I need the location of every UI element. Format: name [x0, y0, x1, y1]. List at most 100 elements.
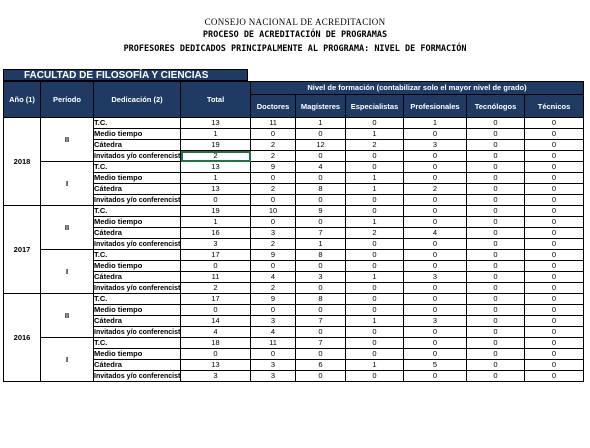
level-count-cell[interactable]: 0 — [295, 194, 346, 206]
total-cell[interactable]: 0 — [180, 348, 251, 360]
year-cell[interactable]: 2017 — [3, 205, 41, 294]
level-count-cell[interactable]: 10 — [250, 205, 296, 217]
level-count-cell[interactable]: 1 — [345, 271, 404, 283]
period-cell[interactable]: I — [40, 337, 94, 382]
level-count-cell[interactable]: 7 — [295, 315, 346, 327]
level-count-cell[interactable]: 0 — [403, 216, 467, 228]
level-count-cell[interactable]: 8 — [295, 249, 346, 261]
level-count-cell[interactable]: 0 — [524, 238, 584, 250]
col-period-header[interactable]: Período — [40, 81, 94, 118]
year-cell[interactable]: 2018 — [3, 117, 41, 206]
level-count-cell[interactable]: 0 — [524, 216, 584, 228]
level-count-cell[interactable]: 0 — [524, 293, 584, 305]
dedication-cell[interactable]: T.C. — [93, 249, 181, 261]
period-cell[interactable]: II — [40, 293, 94, 338]
level-count-cell[interactable]: 11 — [250, 337, 296, 349]
level-count-cell[interactable]: 3 — [250, 359, 296, 371]
level-count-cell[interactable]: 1 — [295, 117, 346, 129]
period-cell[interactable]: I — [40, 161, 94, 206]
level-count-cell[interactable]: 0 — [466, 293, 525, 305]
level-count-cell[interactable]: 0 — [524, 161, 584, 173]
level-count-cell[interactable]: 11 — [250, 117, 296, 129]
dedication-cell[interactable]: Medio tiempo — [93, 216, 181, 228]
period-cell[interactable]: II — [40, 117, 94, 162]
level-count-cell[interactable]: 0 — [403, 337, 467, 349]
level-count-cell[interactable]: 0 — [466, 216, 525, 228]
level-count-cell[interactable]: 0 — [345, 293, 404, 305]
dedication-cell[interactable]: Cátedra — [93, 139, 181, 151]
level-count-cell[interactable]: 3 — [250, 315, 296, 327]
level-count-cell[interactable]: 3 — [295, 271, 346, 283]
level-count-cell[interactable]: 2 — [250, 282, 296, 294]
dedication-cell[interactable]: Cátedra — [93, 183, 181, 195]
level-count-cell[interactable]: 0 — [524, 117, 584, 129]
level-count-cell[interactable]: 0 — [345, 348, 404, 360]
level-count-cell[interactable]: 0 — [466, 172, 525, 184]
level-count-cell[interactable]: 0 — [466, 326, 525, 338]
level-count-cell[interactable]: 0 — [466, 128, 525, 140]
level-count-cell[interactable]: 0 — [403, 205, 467, 217]
level-count-cell[interactable]: 1 — [345, 359, 404, 371]
col-level-group-header[interactable]: Nivel de formación (contabilizar solo el… — [250, 81, 584, 95]
level-count-cell[interactable]: 0 — [295, 172, 346, 184]
level-count-cell[interactable]: 4 — [295, 161, 346, 173]
level-count-cell[interactable]: 0 — [466, 282, 525, 294]
dedication-cell[interactable]: T.C. — [93, 293, 181, 305]
col-profesionales-header[interactable]: Profesionales — [403, 94, 467, 118]
level-count-cell[interactable]: 2 — [250, 150, 296, 162]
level-count-cell[interactable]: 2 — [345, 139, 404, 151]
level-count-cell[interactable]: 0 — [403, 172, 467, 184]
level-count-cell[interactable]: 0 — [466, 117, 525, 129]
level-count-cell[interactable]: 0 — [466, 150, 525, 162]
level-count-cell[interactable]: 0 — [524, 348, 584, 360]
level-count-cell[interactable]: 0 — [250, 260, 296, 272]
total-cell[interactable]: 0 — [180, 304, 251, 316]
total-cell[interactable]: 13 — [180, 117, 251, 129]
total-cell[interactable]: 1 — [180, 216, 251, 228]
level-count-cell[interactable]: 0 — [403, 161, 467, 173]
total-cell[interactable]: 1 — [180, 128, 251, 140]
level-count-cell[interactable]: 1 — [345, 128, 404, 140]
level-count-cell[interactable]: 4 — [250, 271, 296, 283]
level-count-cell[interactable]: 0 — [524, 205, 584, 217]
total-cell[interactable]: 17 — [180, 293, 251, 305]
level-count-cell[interactable]: 0 — [466, 161, 525, 173]
level-count-cell[interactable]: 0 — [524, 337, 584, 349]
dedication-cell[interactable]: Invitados y/o conferencistas — [93, 238, 181, 250]
level-count-cell[interactable]: 0 — [295, 348, 346, 360]
level-count-cell[interactable]: 0 — [466, 359, 525, 371]
level-count-cell[interactable]: 0 — [403, 370, 467, 382]
level-count-cell[interactable]: 0 — [295, 304, 346, 316]
col-year-header[interactable]: Año (1) — [3, 81, 41, 118]
level-count-cell[interactable]: 0 — [524, 249, 584, 261]
total-cell[interactable]: 3 — [180, 238, 251, 250]
level-count-cell[interactable]: 0 — [403, 282, 467, 294]
total-cell[interactable]: 13 — [180, 161, 251, 173]
level-count-cell[interactable]: 0 — [250, 128, 296, 140]
level-count-cell[interactable]: 3 — [250, 370, 296, 382]
level-count-cell[interactable]: 3 — [403, 271, 467, 283]
total-cell[interactable]: 16 — [180, 227, 251, 239]
col-doctores-header[interactable]: Doctores — [250, 94, 296, 118]
level-count-cell[interactable]: 0 — [466, 238, 525, 250]
level-count-cell[interactable]: 0 — [295, 128, 346, 140]
level-count-cell[interactable]: 0 — [295, 260, 346, 272]
dedication-cell[interactable]: Invitados y/o conferencistas — [93, 150, 181, 162]
level-count-cell[interactable]: 0 — [403, 249, 467, 261]
level-count-cell[interactable]: 0 — [345, 205, 404, 217]
level-count-cell[interactable]: 3 — [403, 315, 467, 327]
col-tecnicos-header[interactable]: Técnicos — [524, 94, 584, 118]
level-count-cell[interactable]: 0 — [345, 150, 404, 162]
total-cell[interactable]: 0 — [180, 194, 251, 206]
level-count-cell[interactable]: 0 — [466, 249, 525, 261]
level-count-cell[interactable]: 7 — [295, 337, 346, 349]
level-count-cell[interactable]: 0 — [250, 304, 296, 316]
level-count-cell[interactable]: 0 — [295, 216, 346, 228]
dedication-cell[interactable]: Cátedra — [93, 315, 181, 327]
dedication-cell[interactable]: T.C. — [93, 337, 181, 349]
level-count-cell[interactable]: 2 — [345, 227, 404, 239]
dedication-cell[interactable]: Invitados y/o conferencistas — [93, 194, 181, 206]
level-count-cell[interactable]: 0 — [295, 150, 346, 162]
level-count-cell[interactable]: 0 — [466, 260, 525, 272]
level-count-cell[interactable]: 8 — [295, 293, 346, 305]
